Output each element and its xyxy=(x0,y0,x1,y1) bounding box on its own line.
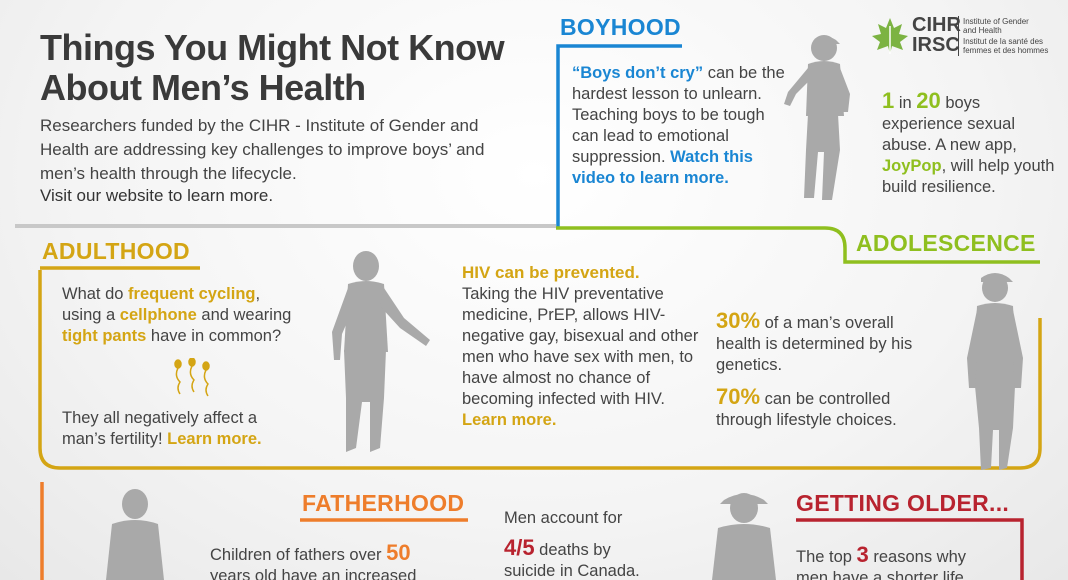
hiv-text: Taking the HIV preventative medicine, Pr… xyxy=(462,285,699,429)
hiv-block: HIV can be prevented. Taking the HIV pre… xyxy=(462,262,702,431)
man-figure xyxy=(332,251,430,452)
adulthood-answer: They all negatively affect a man’s ferti… xyxy=(62,409,262,448)
maple-leaf-icon xyxy=(872,18,908,54)
boyhood-stat: 1 in 20 boys experience sexual abuse. A … xyxy=(882,88,1055,197)
teen-figure xyxy=(967,273,1023,470)
fatherhood-text: Children of fathers over 50 years old ha… xyxy=(210,540,417,580)
title-line-1: Things You Might Not Know xyxy=(40,27,505,68)
adolescence-stat-1: 30% of a man’s overall health is determi… xyxy=(716,308,913,375)
intro-text: Researchers funded by the CIHR - Institu… xyxy=(40,116,485,183)
getting-older-text: The top 3 reasons why men have a shorter … xyxy=(796,542,967,580)
logo-name-fr: Institut de la santé des femmes et des ho… xyxy=(963,37,1049,55)
logo-name-en: Institute of Gender and Health xyxy=(963,17,1029,35)
boyhood-text: “Boys don’t cry” can be the hardest less… xyxy=(572,64,785,187)
older-man-figure xyxy=(712,493,776,580)
adulthood-heading: ADULTHOOD xyxy=(42,238,190,264)
logo-divider xyxy=(958,16,959,56)
father-figure xyxy=(106,489,164,580)
joypop-link[interactable]: JoyPop xyxy=(882,157,942,175)
boyhood-heading: BOYHOOD xyxy=(560,14,681,40)
page-title: Things You Might Not Know About Men’s He… xyxy=(40,28,540,108)
hiv-learn-more-link[interactable]: Learn more. xyxy=(462,411,557,429)
watch-video-link[interactable]: Watch this video to learn more. xyxy=(572,148,753,187)
hiv-heading: HIV can be prevented. xyxy=(462,263,640,282)
adolescence-stat-2: 70% can be controlled through lifestyle … xyxy=(716,384,897,430)
visit-website-link[interactable]: Visit our website to learn more. xyxy=(40,186,274,205)
fatherhood-heading: FATHERHOOD xyxy=(302,490,465,516)
cihr-logo[interactable]: CIHR IRSC Institute of Gender and Health … xyxy=(870,14,1060,58)
sperm-icon xyxy=(174,358,210,397)
boy-figure xyxy=(784,35,850,200)
adulthood-question: What do frequent cycling, using a cellph… xyxy=(62,285,292,345)
title-line-2: About Men’s Health xyxy=(40,67,366,108)
suicide-stat: Men account for 4/5 deaths by suicide in… xyxy=(504,509,640,580)
logo-abbr-fr: IRSC xyxy=(912,34,960,56)
fertility-learn-more-link[interactable]: Learn more. xyxy=(167,430,262,448)
logo-abbr-en: CIHR xyxy=(912,14,961,36)
adolescence-heading: ADOLESCENCE xyxy=(856,230,1036,256)
getting-older-heading: GETTING OLDER... xyxy=(796,490,1010,516)
